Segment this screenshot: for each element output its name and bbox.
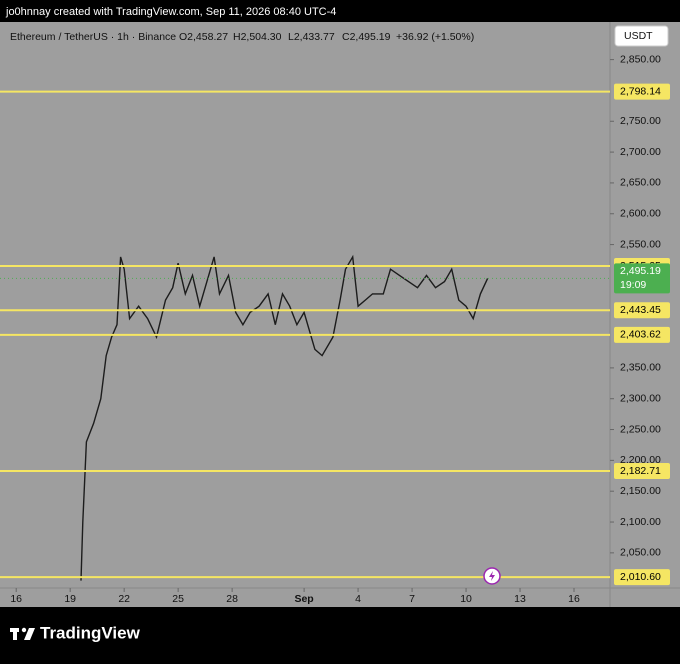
legend-low: L2,433.77: [288, 31, 335, 43]
x-tick-label: 19: [64, 593, 76, 605]
brand: TradingView: [40, 623, 141, 642]
logo-part: [21, 627, 27, 633]
header-bar: [0, 0, 680, 22]
level-label: 2,182.71: [620, 465, 661, 477]
currency-button[interactable]: [614, 25, 669, 47]
y-tick-label: 2,850.00: [620, 53, 661, 65]
chart-bg: [0, 22, 680, 607]
brand-logo: [10, 627, 35, 640]
logo-part: [24, 628, 35, 640]
y-tick-label: 2,600.00: [620, 208, 661, 220]
x-tick-label: 10: [460, 593, 472, 605]
level-tag: [614, 569, 670, 586]
countdown: 19:09: [620, 279, 646, 291]
price-line: [80, 254, 489, 581]
x-tick-label: 4: [355, 593, 361, 605]
x-tick-label: 13: [514, 593, 526, 605]
logo-part: [13, 628, 17, 640]
x-tick-label: 7: [409, 593, 415, 605]
y-tick-label: 2,750.00: [620, 115, 661, 127]
y-tick-label: 2,700.00: [620, 146, 661, 158]
x-tick-label: 25: [172, 593, 184, 605]
y-tick-label: 2,300.00: [620, 392, 661, 404]
level-label: 2,443.45: [620, 304, 661, 316]
x-tick-label: 22: [118, 593, 130, 605]
y-tick-label: 2,100.00: [620, 516, 661, 528]
level-tag: [614, 463, 670, 480]
last-price-label: 2,495.19: [620, 265, 661, 277]
legend-close: C2,495.19: [342, 31, 391, 43]
x-tick-label: Sep: [294, 593, 313, 605]
y-tick-label: 2,050.00: [620, 547, 661, 559]
y-tick-label: 2,350.00: [620, 362, 661, 374]
y-tick-label: 2,650.00: [620, 177, 661, 189]
y-tick-label: 2,150.00: [620, 485, 661, 497]
currency[interactable]: USDT: [624, 30, 653, 42]
level-label: 2,798.14: [620, 85, 661, 97]
x-tick-label: 28: [226, 593, 238, 605]
level-label: 2,010.60: [620, 571, 661, 583]
legend-high: H2,504.30: [233, 31, 282, 43]
y-tick-label: 2,250.00: [620, 423, 661, 435]
legend-symbol: Ethereum / TetherUS · 1h · Binance: [10, 31, 176, 43]
header: jo0hnnay created with TradingView.com, S…: [5, 6, 336, 18]
level-tag: [614, 302, 670, 319]
x-tick-label: 16: [568, 593, 580, 605]
level-tag: [614, 326, 670, 343]
y-tick-label: 2,550.00: [620, 238, 661, 250]
x-tick-label: 16: [10, 593, 22, 605]
last-price-tag: [614, 263, 670, 294]
level-tag: [614, 83, 670, 100]
legend-open: O2,458.27: [179, 31, 228, 43]
level-label: 2,403.62: [620, 329, 661, 341]
event-icon-bolt: [489, 571, 495, 581]
legend-change: +36.92 (+1.50%): [396, 31, 474, 43]
